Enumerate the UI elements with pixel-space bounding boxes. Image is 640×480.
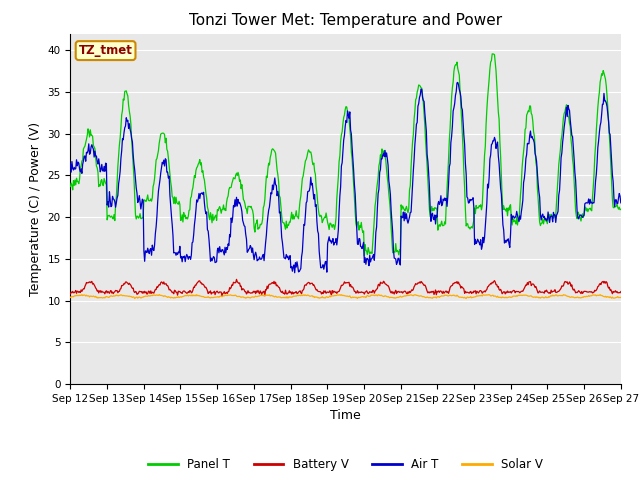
Legend: Panel T, Battery V, Air T, Solar V: Panel T, Battery V, Air T, Solar V [143, 454, 548, 476]
X-axis label: Time: Time [330, 409, 361, 422]
Y-axis label: Temperature (C) / Power (V): Temperature (C) / Power (V) [29, 122, 42, 296]
Title: Tonzi Tower Met: Temperature and Power: Tonzi Tower Met: Temperature and Power [189, 13, 502, 28]
Text: TZ_tmet: TZ_tmet [79, 44, 132, 57]
